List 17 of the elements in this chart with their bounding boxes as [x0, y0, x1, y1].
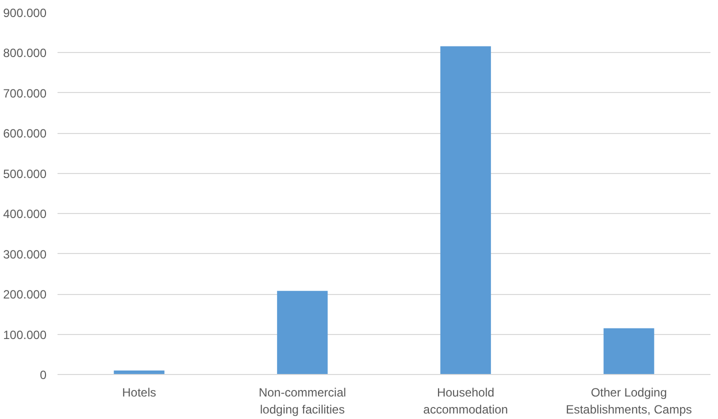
y-tick-label: 900.000 — [3, 6, 47, 20]
y-tick-label: 600.000 — [3, 126, 47, 141]
x-tick-label: Other Lodging Establishments, Camps — [566, 386, 692, 416]
x-tick-label: Hotels — [122, 386, 156, 400]
y-tick-label: 700.000 — [3, 86, 47, 100]
y-tick-label: 0 — [40, 368, 47, 382]
y-tick-label: 100.000 — [3, 328, 47, 342]
y-tick-label: 500.000 — [3, 166, 47, 181]
y-tick-label: 800.000 — [3, 46, 47, 60]
bar — [604, 328, 654, 374]
x-tick-label: Non-commercial lodging facilities — [258, 386, 346, 416]
y-tick-label: 200.000 — [3, 288, 47, 302]
bar — [277, 290, 328, 374]
y-tick-label: 400.000 — [3, 207, 47, 222]
bar — [440, 46, 491, 374]
y-tick-label: 300.000 — [3, 247, 47, 262]
x-tick-label: Household accommodation — [423, 386, 508, 416]
